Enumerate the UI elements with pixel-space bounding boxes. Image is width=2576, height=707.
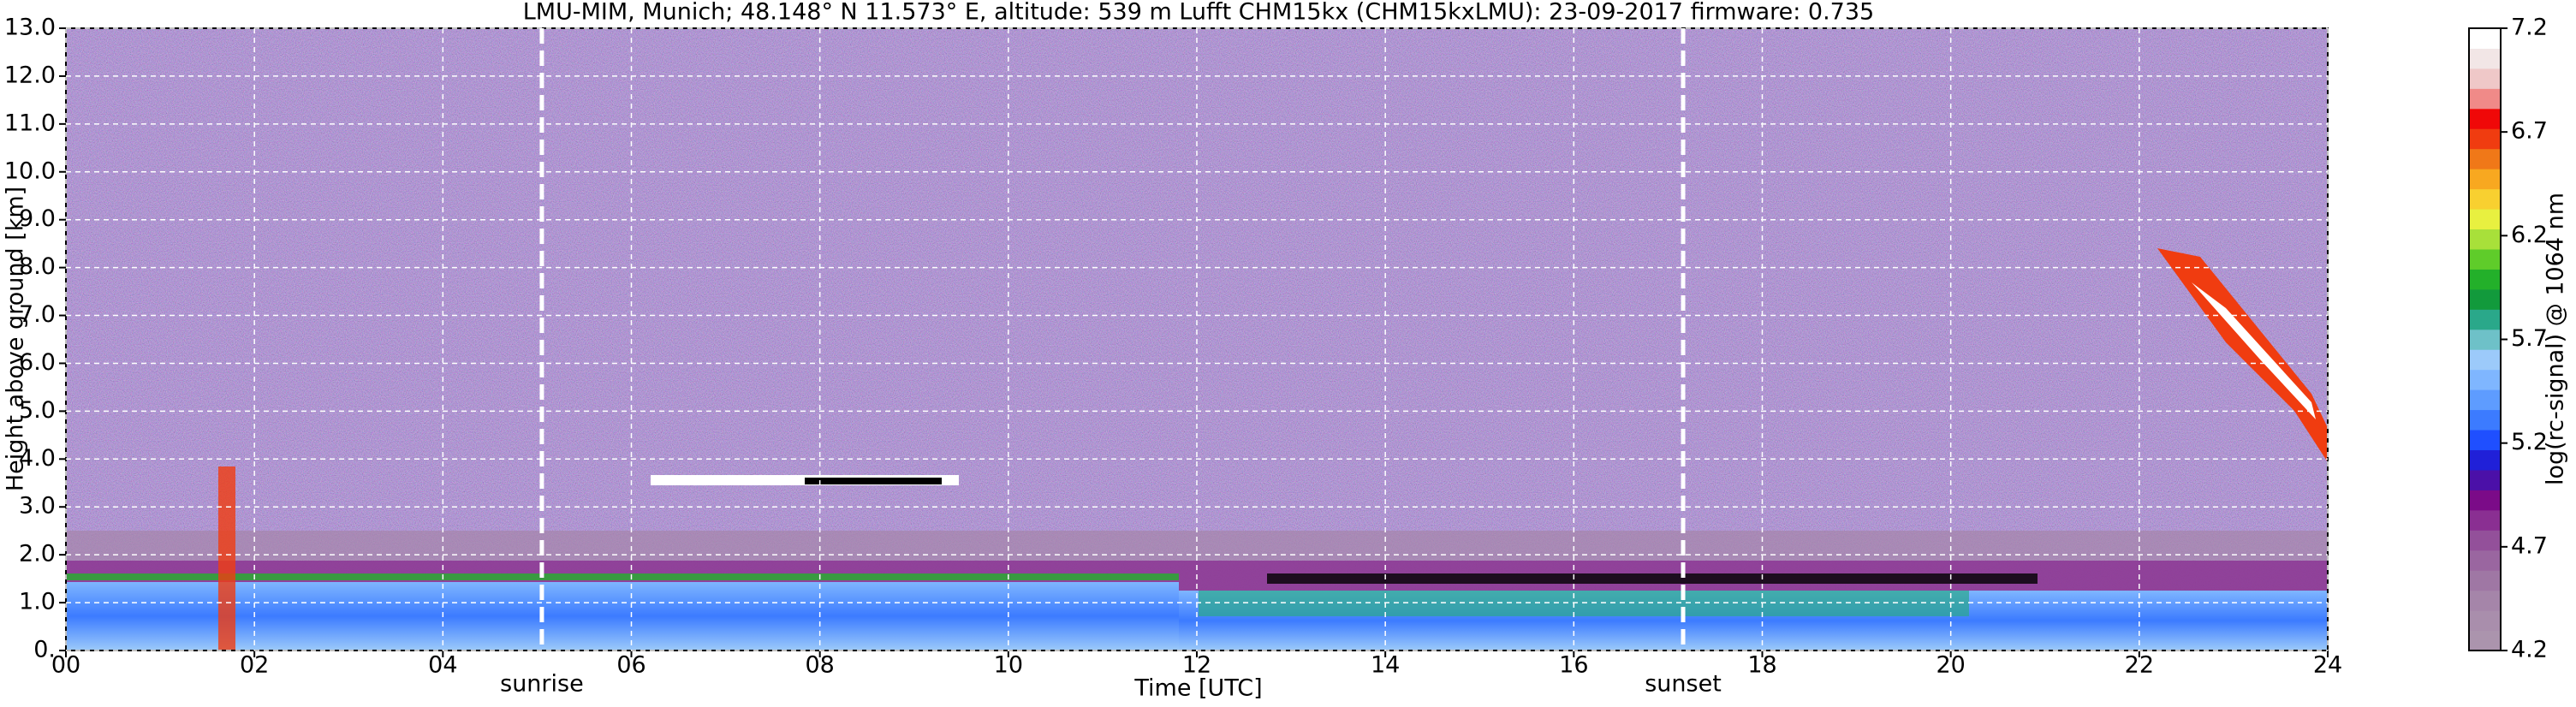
- y-tick-label: 9.0: [19, 205, 56, 232]
- colorbar-band: [2469, 28, 2501, 49]
- x-tick-label: 14: [1371, 652, 1400, 679]
- colorbar-tick-label: 5.2: [2511, 429, 2548, 455]
- y-tick-label: 5.0: [19, 397, 56, 424]
- colorbar-label: log(rc-signal) @ 1064 nm: [2543, 193, 2569, 485]
- y-tick-label: 2.0: [19, 541, 56, 567]
- colorbar-band: [2469, 430, 2501, 450]
- colorbar-band: [2469, 509, 2501, 531]
- y-tick-label: 0.: [33, 637, 56, 663]
- y-tick-label: 10.0: [4, 157, 56, 184]
- x-tick-label: 12: [1182, 652, 1211, 679]
- cloud: [2157, 248, 2328, 462]
- colorbar-band: [2469, 349, 2501, 371]
- colorbar-tick-label: 5.7: [2511, 325, 2548, 352]
- colorbar-band: [2469, 550, 2501, 571]
- colorbar-band: [2469, 288, 2501, 310]
- colorbar-band: [2469, 269, 2501, 290]
- boundary-layer: [66, 573, 1179, 580]
- x-tick-label: 08: [805, 652, 834, 679]
- y-tick-label: 3.0: [19, 493, 56, 520]
- colorbar-band: [2469, 68, 2501, 89]
- x-tick-label: 00: [51, 652, 80, 679]
- chart-title: LMU-MIM, Munich; 48.148° N 11.573° E, al…: [523, 0, 1874, 26]
- x-tick-label: 18: [1747, 652, 1776, 679]
- colorbar-band: [2469, 369, 2501, 390]
- colorbar-band: [2469, 570, 2501, 591]
- cloud: [218, 466, 235, 651]
- colorbar-band: [2469, 88, 2501, 110]
- colorbar-band: [2469, 389, 2501, 411]
- colorbar-band: [2469, 309, 2501, 330]
- x-tick-label: 20: [1936, 652, 1965, 679]
- x-tick-label: 24: [2313, 652, 2342, 679]
- cloud: [2192, 282, 2316, 419]
- boundary-layer: [66, 582, 1179, 651]
- colorbar-band: [2469, 248, 2501, 270]
- boundary-layer: [1199, 591, 1969, 616]
- y-tick-label: 7.0: [19, 301, 56, 328]
- colorbar-band: [2469, 148, 2501, 169]
- colorbar-band: [2469, 209, 2501, 230]
- y-tick-label: 12.0: [4, 62, 56, 88]
- colorbar-band: [2469, 449, 2501, 471]
- x-tick-label: 04: [428, 652, 457, 679]
- x-tick-label: 10: [994, 652, 1023, 679]
- colorbar-band: [2469, 630, 2501, 651]
- colorbar-tick-label: 4.2: [2511, 637, 2548, 663]
- colorbar-tick-label: 6.7: [2511, 118, 2548, 145]
- x-tick-label: 02: [240, 652, 269, 679]
- colorbar-band: [2469, 48, 2501, 69]
- colorbar-band: [2469, 169, 2501, 190]
- x-tick-label: 06: [616, 652, 645, 679]
- y-tick-label: 13.0: [4, 15, 56, 41]
- colorbar-band: [2469, 610, 2501, 632]
- colorbar-band: [2469, 490, 2501, 511]
- y-axis-label: Height above ground [km]: [3, 187, 29, 491]
- colorbar-band: [2469, 108, 2501, 129]
- colorbar-band: [2469, 530, 2501, 551]
- y-tick-label: 11.0: [4, 110, 56, 136]
- colorbar-tick-label: 4.7: [2511, 532, 2548, 559]
- sun-marker-label: sunset: [1645, 671, 1722, 698]
- colorbar-band: [2469, 409, 2501, 431]
- colorbar-band: [2469, 469, 2501, 490]
- colorbar-band: [2469, 329, 2501, 350]
- y-tick-label: 6.0: [19, 349, 56, 376]
- y-tick-label: 4.0: [19, 445, 56, 472]
- colorbar-band: [2469, 229, 2501, 250]
- colorbar-band: [2469, 128, 2501, 150]
- cloud: [805, 478, 942, 484]
- y-tick-label: 1.0: [19, 589, 56, 615]
- x-tick-label: 16: [1559, 652, 1588, 679]
- colorbar-tick-label: 6.2: [2511, 222, 2548, 248]
- colorbar-tick-label: 7.2: [2511, 15, 2548, 41]
- y-tick-label: 8.0: [19, 253, 56, 280]
- colorbar-band: [2469, 590, 2501, 611]
- x-tick-label: 22: [2125, 652, 2154, 679]
- cloud: [1267, 573, 2038, 584]
- x-axis-label: Time [UTC]: [1133, 675, 1262, 702]
- sun-marker-label: sunrise: [500, 671, 584, 698]
- colorbar-band: [2469, 188, 2501, 210]
